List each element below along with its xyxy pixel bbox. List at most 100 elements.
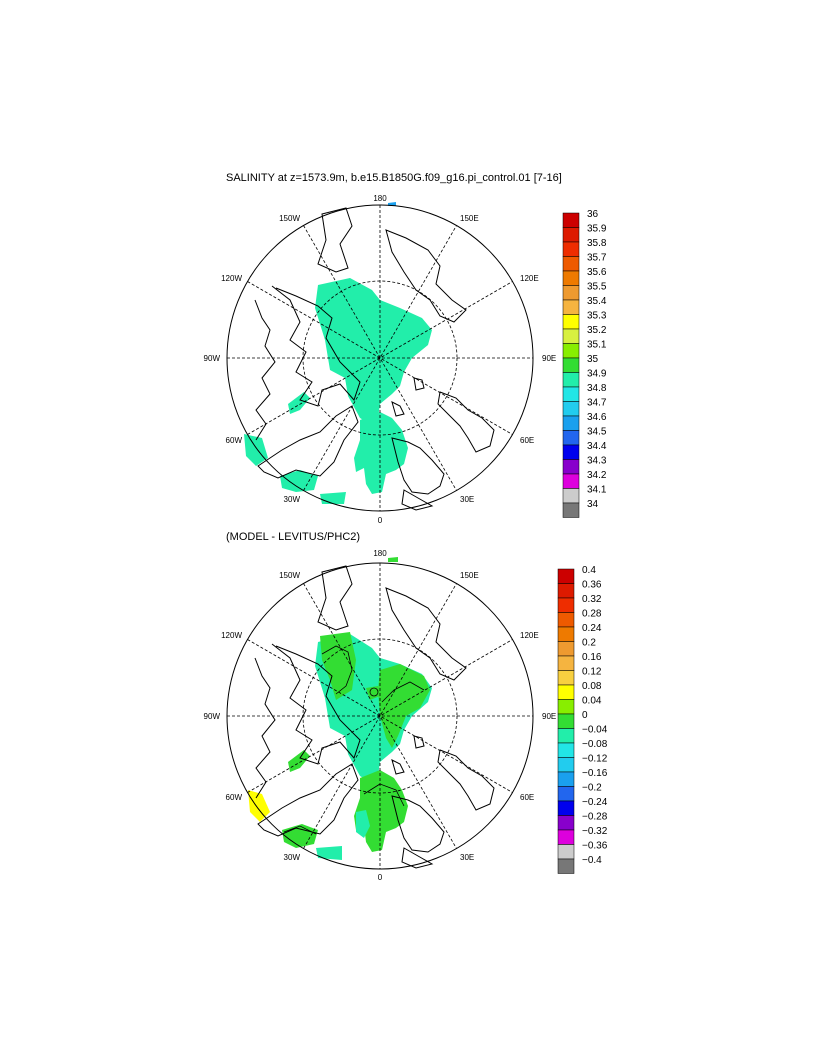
colorbar-swatch	[562, 285, 580, 301]
colorbar-label: 35.9	[587, 224, 607, 235]
colorbar-swatch	[562, 241, 580, 257]
panel1-map-boundary	[226, 204, 534, 512]
colorbar-swatch	[557, 568, 575, 584]
colorbar-swatch	[562, 227, 580, 243]
colorbar-label: 34.3	[587, 456, 607, 467]
panel2-lon-labels: 180 150E 120E 90E 60E 30E 0 30W 60W 90W …	[204, 549, 557, 882]
lon-label-120e: 120E	[520, 631, 539, 640]
colorbar-swatch	[557, 655, 575, 671]
colorbar-swatch	[557, 728, 575, 744]
colorbar-swatch	[557, 641, 575, 657]
colorbar-label: 0.12	[582, 667, 602, 678]
lon-label-150w: 150W	[279, 214, 300, 223]
panel2-coastlines	[254, 565, 495, 869]
colorbar-label: 0.04	[582, 696, 602, 707]
colorbar-swatch	[557, 597, 575, 613]
colorbar-swatch	[557, 844, 575, 860]
colorbar-label: 35.4	[587, 296, 607, 307]
colorbar-swatch	[562, 299, 580, 315]
colorbar-label: 0.28	[582, 609, 602, 620]
panel2-title: (MODEL - LEVITUS/PHC2)	[226, 531, 361, 543]
colorbar-swatch	[557, 699, 575, 715]
colorbar-label: −0.04	[582, 725, 608, 736]
lon-label-90e: 90E	[542, 712, 556, 721]
colorbar-swatch	[562, 372, 580, 388]
panel2-graticule	[227, 563, 533, 869]
panel2-difference-map: 180 150E 120E 90E 60E 30E 0 30W 60W 90W …	[204, 549, 608, 882]
colorbar-label: 0.4	[582, 565, 596, 576]
panel1-colorbar: 36 35.9 35.8 35.7 35.6 35.5 35.4 35.3 35.2 35.1 35…	[562, 209, 607, 518]
lon-label-180: 180	[373, 549, 387, 558]
colorbar-swatch	[562, 270, 580, 286]
lon-label-0: 0	[378, 516, 383, 525]
colorbar-swatch	[557, 800, 575, 816]
colorbar-label: −0.36	[582, 841, 608, 852]
lon-label-30e: 30E	[460, 853, 474, 862]
lon-label-180: 180	[373, 194, 387, 203]
lon-label-60e: 60E	[520, 436, 534, 445]
lon-label-30w: 30W	[284, 853, 301, 862]
colorbar-label: −0.4	[582, 855, 602, 866]
colorbar-swatch	[557, 713, 575, 729]
panel1-salinity-map: 180 150E 120E 90E 60E 30E 0 30W 60W 90W …	[204, 194, 607, 525]
lon-label-90w: 90W	[204, 712, 221, 721]
lon-label-60w: 60W	[226, 793, 243, 802]
colorbar-label: 34.2	[587, 470, 607, 481]
colorbar-label: 0.08	[582, 681, 602, 692]
colorbar-swatch	[562, 473, 580, 489]
colorbar-swatch	[557, 670, 575, 686]
colorbar-label: 34.9	[587, 369, 607, 380]
colorbar-swatch	[557, 742, 575, 758]
colorbar-swatch	[562, 430, 580, 446]
colorbar-swatch	[557, 684, 575, 700]
colorbar-label: 35.6	[587, 267, 607, 278]
colorbar-label: 0.24	[582, 623, 602, 634]
colorbar-label: 0.2	[582, 638, 596, 649]
colorbar-swatch	[562, 343, 580, 359]
lon-label-0: 0	[378, 873, 383, 882]
colorbar-label: −0.24	[582, 797, 608, 808]
colorbar-label: 34.7	[587, 398, 607, 409]
lon-label-150e: 150E	[460, 571, 479, 580]
panel1-graticule	[227, 205, 533, 511]
panel1-title: SALINITY at z=1573.9m, b.e15.B1850G.f09_…	[226, 172, 562, 184]
colorbar-label: 35.3	[587, 311, 607, 322]
colorbar-swatch	[562, 444, 580, 460]
panel2-difference-fill	[248, 557, 432, 860]
lon-label-120w: 120W	[221, 274, 242, 283]
colorbar-label: 34	[587, 499, 599, 510]
colorbar-swatch	[562, 415, 580, 431]
colorbar-label: 34.8	[587, 383, 607, 394]
lon-label-90e: 90E	[542, 354, 556, 363]
colorbar-label: −0.16	[582, 768, 608, 779]
colorbar-swatch	[562, 328, 580, 344]
colorbar-label: 35	[587, 354, 599, 365]
colorbar-label: 34.6	[587, 412, 607, 423]
colorbar-swatch	[557, 858, 575, 874]
lon-label-60e: 60E	[520, 793, 534, 802]
colorbar-swatch	[562, 212, 580, 228]
colorbar-swatch	[557, 786, 575, 802]
colorbar-label: −0.28	[582, 812, 608, 823]
colorbar-swatch	[562, 314, 580, 330]
colorbar-label: 0	[582, 710, 588, 721]
panel1-lon-labels: 180 150E 120E 90E 60E 30E 0 30W 60W 90W …	[204, 194, 557, 525]
lon-label-150e: 150E	[460, 214, 479, 223]
colorbar-swatch	[557, 626, 575, 642]
colorbar-label: 34.5	[587, 427, 607, 438]
colorbar-label: 0.32	[582, 594, 602, 605]
lon-label-30w: 30W	[284, 495, 301, 504]
lon-label-120e: 120E	[520, 274, 539, 283]
colorbar-swatch	[557, 829, 575, 845]
lon-label-60w: 60W	[226, 436, 243, 445]
colorbar-swatch	[562, 502, 580, 518]
colorbar-label: 35.5	[587, 282, 607, 293]
colorbar-label: 35.8	[587, 238, 607, 249]
colorbar-swatch	[562, 488, 580, 504]
colorbar-label: 35.2	[587, 325, 607, 336]
colorbar-swatch	[557, 771, 575, 787]
lon-label-30e: 30E	[460, 495, 474, 504]
colorbar-label: −0.32	[582, 826, 608, 837]
colorbar-label: −0.08	[582, 739, 608, 750]
